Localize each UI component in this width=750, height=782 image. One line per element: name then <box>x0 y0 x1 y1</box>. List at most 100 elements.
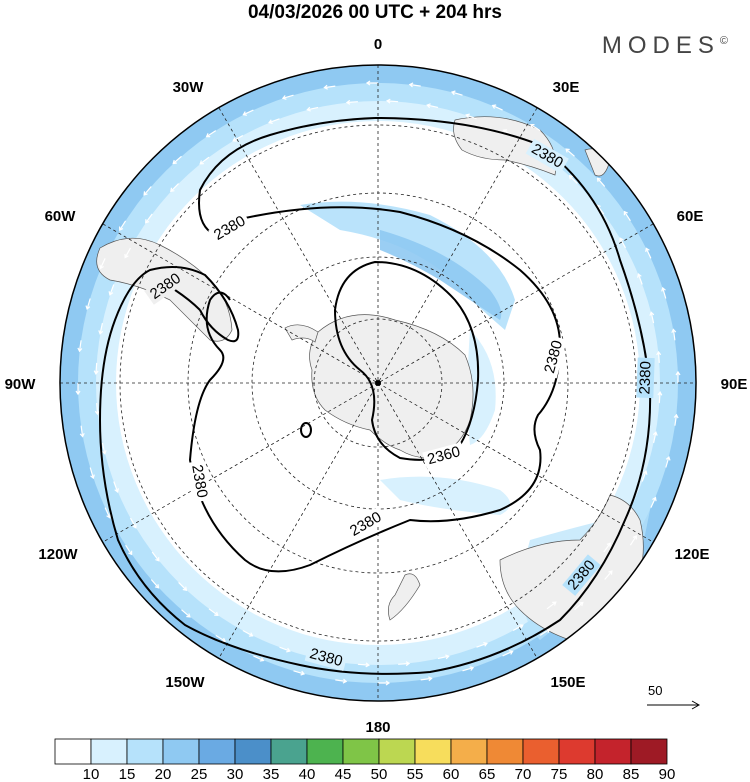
wind-arrow <box>568 175 578 185</box>
lon-label-90w: 90W <box>5 376 37 393</box>
colorbar-swatch <box>594 738 632 765</box>
lon-label-30w: 30W <box>173 79 205 96</box>
wind-arrow <box>476 642 488 648</box>
wind-arrow <box>242 109 254 116</box>
wind-arrow <box>502 650 514 657</box>
copyright-mark: © <box>719 35 728 47</box>
colorbar-swatch <box>126 738 164 765</box>
colorbar-swatch <box>378 738 416 765</box>
colorbar-tick-label: 85 <box>623 766 640 782</box>
wind-arrow <box>645 247 652 259</box>
wind-arrow <box>172 155 182 165</box>
colorbar-tick-label: 80 <box>587 766 604 782</box>
colorbar-swatch <box>90 738 128 765</box>
south-pole-marker <box>375 380 381 386</box>
wind-arrow <box>546 601 557 610</box>
lon-label-120w: 120W <box>38 546 78 563</box>
wind-arrow <box>637 273 643 285</box>
wind-arrow <box>215 634 227 642</box>
lon-label-30e: 30E <box>553 79 580 96</box>
polar-jet-streak-3 <box>380 476 510 515</box>
lon-label-120e: 120E <box>674 546 709 563</box>
colorbar-swatch <box>234 738 272 765</box>
wind-arrow <box>253 655 265 662</box>
wind-arrow <box>437 654 450 660</box>
colorbar-tick-label: 30 <box>227 766 244 782</box>
wind-arrow <box>113 481 119 493</box>
wind-arrow <box>661 286 667 299</box>
colorbar-swatch <box>414 738 452 765</box>
height-contours <box>98 117 652 675</box>
wind-arrow <box>673 413 679 426</box>
reference-vector-label: 50 <box>648 683 663 698</box>
wind-arrow <box>119 220 127 232</box>
wind-arrow <box>150 579 160 589</box>
colorbar-tick-label: 50 <box>371 766 388 782</box>
reference-vector <box>647 700 701 710</box>
africa <box>453 116 557 176</box>
contour-labels: 2380 2380 2380 2380 2380 2380 2380 2380 … <box>144 138 655 672</box>
wind-arrow <box>205 130 217 138</box>
lon-label-60w: 60W <box>45 208 77 225</box>
wind-arrow <box>657 390 663 404</box>
lon-label-60e: 60E <box>677 208 704 225</box>
contour-label: 2380 <box>636 361 654 395</box>
colorbar-tick-label: 55 <box>407 766 424 782</box>
colorbar-tick-label: 25 <box>191 766 208 782</box>
wind-arrow <box>671 328 677 341</box>
wind-arrow <box>529 124 541 132</box>
wind-arrow <box>623 210 631 222</box>
colorbar-swatch <box>522 738 560 765</box>
wind-arrow <box>345 99 358 105</box>
wind-arrow <box>232 134 244 142</box>
wind-arrow <box>565 148 575 157</box>
wind-arrow <box>335 678 348 684</box>
wind-arrow <box>199 156 210 165</box>
wind-arrow <box>378 680 391 686</box>
contour-2380-west-lobe <box>198 117 376 236</box>
wind-arrow <box>604 570 613 580</box>
wind-arrow <box>420 676 433 682</box>
wind-arrow <box>89 467 95 480</box>
wind-arrow <box>629 534 637 546</box>
colorbar-tick-label: 35 <box>263 766 280 782</box>
colorbar-tick-label: 90 <box>659 766 676 782</box>
wind-arrow <box>281 94 294 100</box>
wind-arrow <box>242 629 254 637</box>
colorbar-tick-label: 70 <box>515 766 532 782</box>
brand-name: MODES <box>601 32 720 59</box>
wind-arrow <box>108 284 115 296</box>
colorbar-swatch <box>342 738 380 765</box>
contour-2380-outer <box>98 117 652 675</box>
lon-label-90e: 90E <box>721 376 748 393</box>
wind-arrow <box>665 455 671 468</box>
longitude-labels: 0 180 90W 90E 30W 30E 60W 60E 120W 120E … <box>5 36 748 736</box>
wind-arrow <box>656 350 662 363</box>
wind-arrow <box>512 624 524 632</box>
wind-arrow <box>462 666 475 672</box>
wind-arrow <box>649 311 655 324</box>
wind-arrow <box>99 258 106 270</box>
wind-arrow <box>603 542 611 553</box>
globe-outline <box>59 64 697 702</box>
wind-arrow <box>357 662 371 668</box>
map-title: 04/03/2026 00 UTC + 204 hrs <box>247 2 503 23</box>
new-zealand <box>388 573 421 621</box>
wind-arrow <box>145 213 153 224</box>
colorbar-tick-label: 10 <box>83 766 100 782</box>
wind-arrow <box>170 183 180 193</box>
wind-arrow <box>181 609 191 618</box>
wind-arrow <box>129 517 137 529</box>
wind-arrow <box>77 340 83 353</box>
colorbar-tick-label: 65 <box>479 766 496 782</box>
meridian-30w-150e <box>218 107 538 659</box>
wind-arrow <box>398 661 411 667</box>
colorbar-swatch <box>450 738 488 765</box>
wind-arrow <box>596 177 606 187</box>
wind-arrow <box>293 670 306 676</box>
wind-arrow <box>268 118 280 124</box>
colorbar-swatch <box>54 738 92 765</box>
wind-arrow <box>98 322 104 335</box>
polar-jet-streak-2 <box>467 330 496 445</box>
